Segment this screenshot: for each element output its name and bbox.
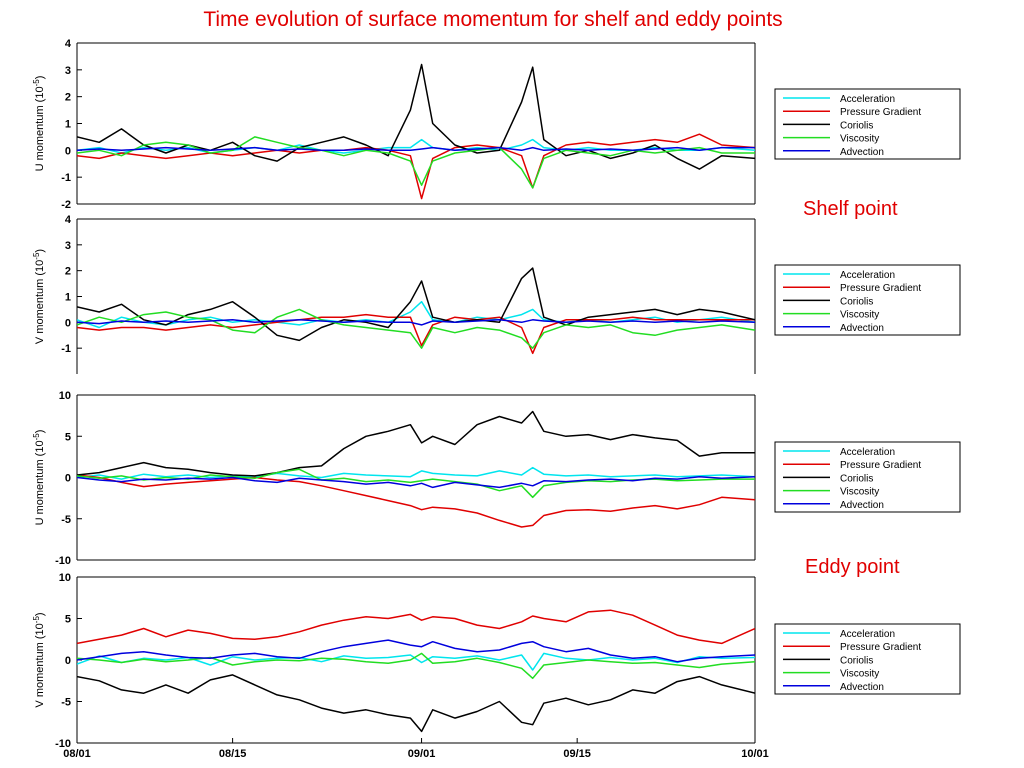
y-tick-label: 10 (59, 390, 71, 402)
legend-label: Acceleration (840, 94, 895, 105)
y-tick-label: -5 (61, 697, 71, 709)
legend-label: Advection (840, 500, 884, 511)
y-tick-label: 2 (65, 266, 71, 278)
y-tick-label: 0 (65, 473, 71, 485)
eddy-point-label: Eddy point (805, 556, 900, 578)
y-tick-label: 10 (59, 572, 71, 584)
series-line-coriolis (77, 410, 755, 477)
x-tick-label: 09/01 (408, 748, 436, 760)
series-group (77, 63, 755, 200)
legend-label: Acceleration (840, 629, 895, 640)
series-group (77, 410, 755, 528)
y-tick-label: 0 (65, 317, 71, 329)
legend: Acceleration Pressure Gradient Coriolis Vis… (774, 441, 961, 513)
legend-label: Pressure Gradient (840, 460, 921, 471)
series-group (77, 609, 755, 733)
legend: Acceleration Pressure Gradient Coriolis Vis… (774, 88, 961, 160)
y-axis-label: U momentum (10-5) (32, 430, 47, 526)
y-axis-label-exponent: -5 (32, 252, 41, 260)
y-tick-label: 4 (65, 38, 72, 50)
legend-label: Coriolis (840, 473, 873, 484)
legend-label: Viscosity (840, 310, 879, 321)
legend-label: Coriolis (840, 655, 873, 666)
y-tick-label: 2 (65, 92, 71, 104)
legend-label: Pressure Gradient (840, 642, 921, 653)
series-line-pressure-gradient (77, 609, 755, 645)
series-line-coriolis (77, 267, 755, 342)
y-tick-label: 1 (65, 292, 71, 304)
y-tick-label: -1 (61, 343, 71, 355)
y-axis-label: V momentum (10-5) (32, 249, 47, 344)
series-line-coriolis (77, 674, 755, 733)
y-axis-label-exponent: -5 (32, 79, 41, 87)
x-tick-label: 09/15 (563, 748, 591, 760)
y-axis-label-exponent: -5 (32, 616, 41, 624)
series-line-pressure-gradient (77, 313, 755, 355)
series-line-viscosity (77, 652, 755, 680)
series-line-advection (77, 319, 755, 326)
series-line-advection (77, 146, 755, 152)
series-line-acceleration (77, 300, 755, 329)
series-line-pressure-gradient (77, 474, 755, 528)
series-line-advection (77, 475, 755, 489)
x-tick-label: 08/01 (63, 748, 91, 760)
legend-label: Acceleration (840, 447, 895, 458)
series-line-advection (77, 639, 755, 663)
series-group (77, 267, 755, 355)
y-tick-label: -10 (55, 738, 71, 750)
series-line-acceleration (77, 466, 755, 480)
y-tick-label: -5 (61, 514, 71, 526)
x-tick-label: 10/01 (741, 748, 769, 760)
chart-panel-2: -1 0 1 2 3 4 V momentum (10-5) Acceleration Pres… (32, 214, 961, 374)
y-tick-label: 0 (65, 655, 71, 667)
y-axis-label-exponent: -5 (32, 433, 41, 441)
chart-panel-1: -2 -1 0 1 2 3 4 U momentum (10-5) Acceleration Pr… (32, 38, 961, 211)
y-tick-label: 3 (65, 240, 71, 252)
legend: Acceleration Pressure Gradient Coriolis Vis… (774, 623, 961, 695)
legend-label: Advection (840, 682, 884, 693)
shelf-point-label: Shelf point (803, 198, 898, 220)
y-tick-label: -1 (61, 172, 71, 184)
y-tick-label: 3 (65, 65, 71, 77)
y-axis-label-suffix: ) (34, 430, 46, 434)
series-line-viscosity (77, 308, 755, 349)
series-line-coriolis (77, 63, 755, 170)
y-tick-label: 5 (65, 614, 71, 626)
y-axis-label-suffix: ) (34, 76, 46, 80)
chart-panel-4: -10 -5 0 5 10 08/01 08/15 09/01 09/15 10/01 V mome… (32, 572, 961, 760)
legend-label: Viscosity (840, 134, 879, 145)
y-axis-label-suffix: ) (34, 612, 46, 616)
y-axis-label-suffix: ) (34, 249, 46, 253)
x-tick-label: 08/15 (219, 748, 247, 760)
legend-label: Viscosity (840, 487, 879, 498)
legend-label: Coriolis (840, 120, 873, 131)
series-line-acceleration (77, 652, 755, 671)
legend-label: Pressure Gradient (840, 283, 921, 294)
legend-label: Pressure Gradient (840, 107, 921, 118)
legend-label: Viscosity (840, 669, 879, 680)
y-tick-label: -2 (61, 199, 71, 211)
series-line-viscosity (77, 136, 755, 189)
y-tick-label: 1 (65, 119, 71, 131)
y-tick-label: 4 (65, 214, 72, 226)
legend-label: Advection (840, 323, 884, 334)
series-line-pressure-gradient (77, 133, 755, 200)
y-tick-label: 0 (65, 145, 71, 157)
y-axis-label: V momentum (10-5) (32, 612, 47, 707)
y-tick-label: -10 (55, 555, 71, 567)
y-axis-label: U momentum (10-5) (32, 76, 47, 172)
y-tick-label: 5 (65, 431, 71, 443)
page-title: Time evolution of surface momentum for s… (203, 8, 783, 31)
legend-label: Coriolis (840, 296, 873, 307)
legend: Acceleration Pressure Gradient Coriolis Vis… (774, 264, 961, 336)
legend-label: Advection (840, 147, 884, 158)
legend-label: Acceleration (840, 270, 895, 281)
chart-panel-3: -10 -5 0 5 10 U momentum (10-5) Acceleration Pr… (32, 390, 961, 567)
